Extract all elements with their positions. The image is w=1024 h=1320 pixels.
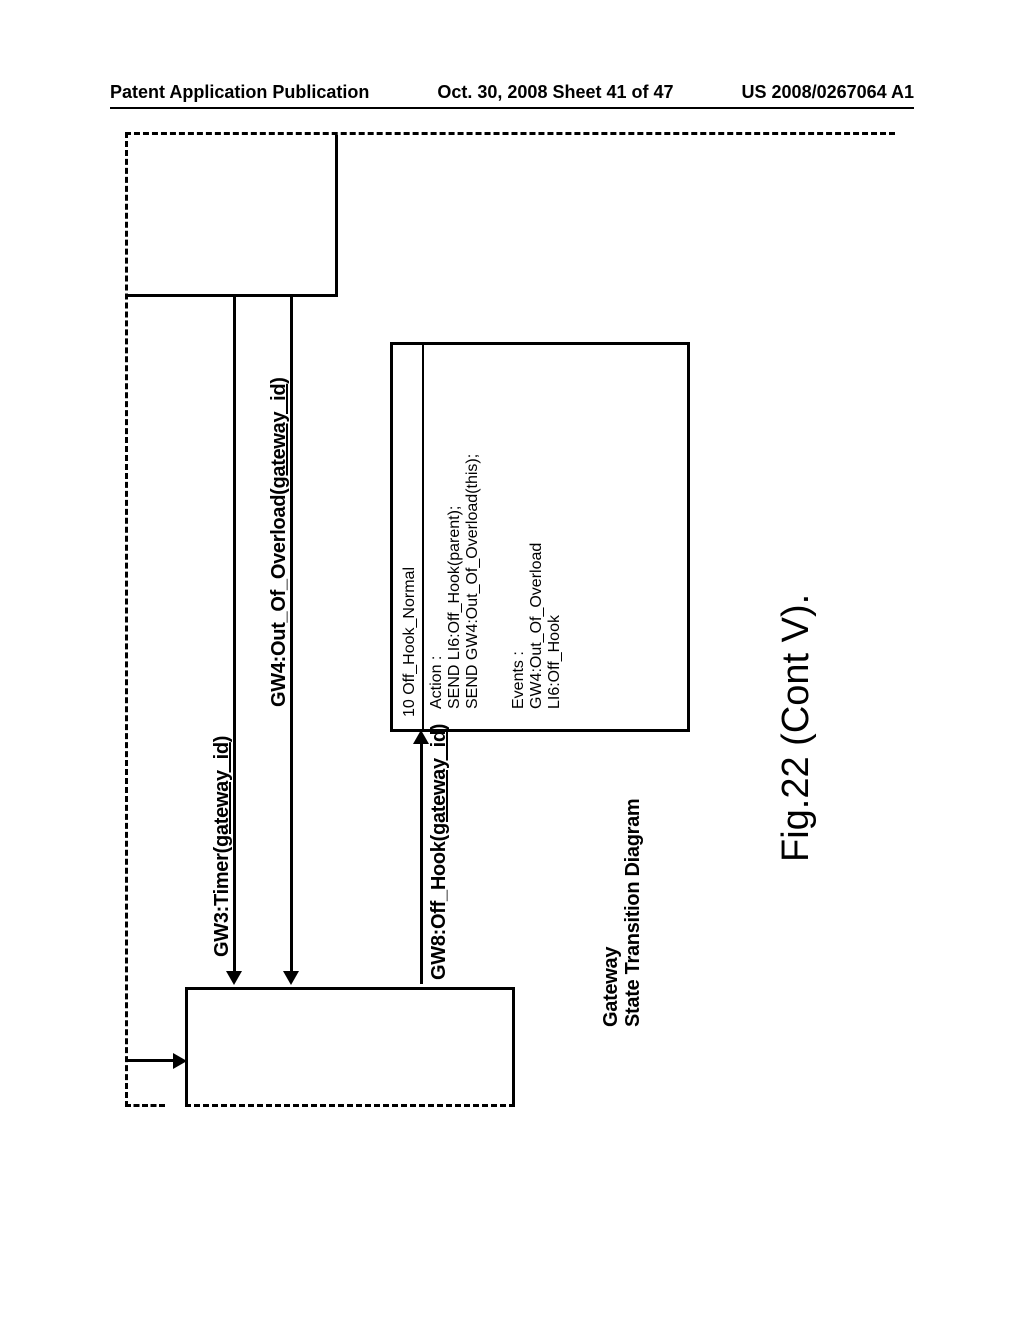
topright-state [128,135,338,297]
gw3-text: GW3:Timer(gateway_id) [211,736,234,957]
gw4-head [283,971,299,985]
diagram-title: Gateway State Transition Diagram [600,799,644,1027]
state10-action2: SEND GW4:Out_Of_Overload(this); [464,357,482,717]
patent-header: Patent Application Publication Oct. 30, … [110,82,914,109]
state10-event1: GW4:Out_Of_Overload [528,357,546,717]
gw8-text: GW8:Off_Hook(gateway_id) [428,724,451,980]
dash-left-tick [125,1104,165,1107]
header-center: Oct. 30, 2008 Sheet 41 of 47 [437,82,673,103]
state10-title: 10 Off_Hook_Normal [401,357,419,717]
gw8-head [413,730,429,744]
state10-box: 10 Off_Hook_Normal Action : SEND LI6:Off… [390,342,690,732]
left-state [185,987,515,1107]
figure-caption: Fig.22 (Cont V). [775,594,818,862]
gw8-line [420,742,423,984]
state10-events-label: Events : [510,357,528,717]
gw3-head [226,971,242,985]
header-left: Patent Application Publication [110,82,369,103]
gw4-text: GW4:Out_Of_Overload(gateway_id) [268,377,291,707]
header-right: US 2008/0267064 A1 [742,82,914,103]
state10-action-label: Action : [428,357,446,717]
state10-action1: SEND LI6:Off_Hook(parent); [446,357,464,717]
state-transition-diagram: .figure-area > .state-top, .figure-area … [125,132,895,1192]
state10-event2: LI6:Off_Hook [546,357,564,717]
rotated-diagram: 10 Off_Hook_Normal Action : SEND LI6:Off… [125,132,895,1192]
entry-arrow-stem [128,1059,178,1062]
